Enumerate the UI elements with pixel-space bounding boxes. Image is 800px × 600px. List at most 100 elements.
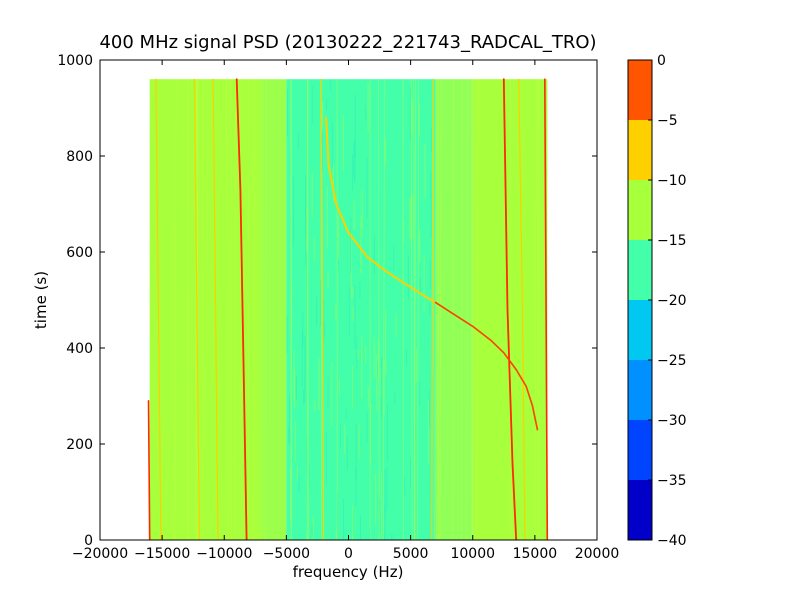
y-tick-label: 400 [66,341,93,357]
texture-streak [327,377,329,407]
texture-streak [352,286,354,298]
texture-streak [324,321,326,338]
texture-streak [410,457,412,489]
texture-streak [311,173,313,218]
y-tick-label: 1000 [57,53,93,69]
texture-line [253,79,256,540]
texture-streak [303,388,305,405]
texture-streak [356,336,358,370]
texture-streak [359,281,361,299]
texture-streak [321,132,323,171]
y-axis: 0 200 400 600 800 1000 [57,53,597,549]
texture-streak [351,153,353,191]
texture-streak [335,304,337,320]
texture-streak [386,467,388,511]
texture-streak [361,335,363,399]
texture-streak [331,362,333,427]
texture-streak [395,313,397,338]
texture-streak [427,400,429,464]
texture-streak [354,94,356,158]
texture-streak [332,163,334,202]
colorbar-segment [628,480,652,540]
texture-streak [311,538,313,540]
texture-streak [338,378,340,394]
x-tick-label: 20000 [575,546,620,562]
texture-streak [383,536,385,540]
texture-streak [330,79,332,91]
texture-line [413,79,416,540]
texture-streak [311,522,313,538]
texture-streak [353,141,355,179]
texture-streak [412,193,414,239]
texture-streak [322,102,324,128]
texture-streak [378,341,380,379]
texture-line [306,79,309,540]
signal-trace [434,301,539,431]
texture-streak [337,491,339,540]
texture-streak [301,331,303,387]
colorbar-segment [628,360,652,420]
texture-streak [367,387,369,407]
texture-streak [375,473,377,525]
texture-streak [376,354,378,411]
colorbar-segment [628,180,652,240]
signal-trace [502,78,518,540]
texture-streak [419,230,421,262]
texture-streak [378,494,380,510]
signal-trace [325,116,437,304]
x-tick-label: −5000 [263,546,310,562]
texture-streak [357,348,359,360]
y-axis-label: time (s) [32,271,50,329]
colorbar-tick-label: −25 [657,353,687,369]
texture-streak [365,105,367,121]
texture-streak [360,216,362,274]
texture-streak [290,280,292,333]
colorbar-tick-label: −40 [657,533,687,549]
texture-streak [404,477,406,497]
texture-streak [316,296,318,326]
y-tick-label: 800 [66,149,93,165]
colorbar-segment [628,300,652,360]
texture-streak [346,437,348,471]
texture-streak [385,310,387,375]
texture-line [432,79,435,540]
texture-streak [350,217,352,273]
texture-streak [386,403,388,462]
texture-streak [407,256,409,300]
colorbar-tick-label: −30 [657,413,687,429]
texture-streak [288,426,290,445]
texture-line [466,79,469,540]
texture-streak [360,516,362,540]
texture-line [186,79,189,540]
colorbar: −40 −35 −30 −25 −20 −15 −10 −5 0 [627,53,687,549]
texture-streak [402,220,404,243]
colorbar-segment [628,120,652,180]
texture-streak [337,215,339,260]
texture-streak [373,235,375,275]
y-tick-label: 0 [84,533,93,549]
texture-streak [311,85,313,123]
texture-streak [352,306,354,322]
texture-streak [345,409,347,420]
texture-streak [424,143,426,199]
signal-trace [235,78,248,540]
texture-streak [369,278,371,297]
texture-streak [289,397,291,445]
signal-trace [320,78,325,540]
signal-trace [518,78,526,540]
texture-streak [415,349,417,383]
colorbar-tick-label: −35 [657,473,687,489]
texture-line [239,79,242,540]
texture-streak [358,424,360,459]
texture-streak [306,436,308,474]
texture-line [202,79,205,540]
texture-streak [423,254,425,313]
texture-streak [295,376,297,400]
texture-streak [352,505,354,540]
texture-line [410,79,413,540]
texture-streak [391,533,393,540]
texture-streak [286,315,288,354]
texture-streak [296,465,298,482]
texture-streak [383,359,385,415]
signal-trace [544,78,549,540]
